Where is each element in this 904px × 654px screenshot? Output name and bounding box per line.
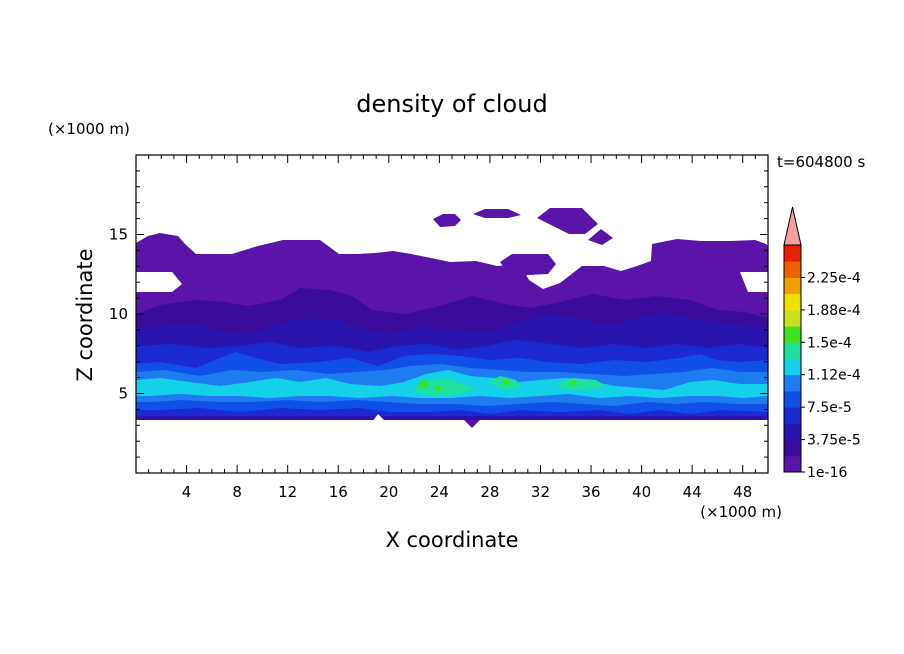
colorbar-swatch	[784, 309, 801, 327]
maximum-point-3	[503, 379, 509, 385]
y-axis: 5 10 15	[109, 170, 768, 458]
maximum-point-1	[420, 380, 428, 388]
heatmap-field	[136, 155, 768, 473]
x-unit-label: (×1000 m)	[700, 503, 782, 521]
x-tick-label: 8	[232, 483, 242, 501]
colorbar-swatch	[784, 326, 801, 343]
contour-level-8	[412, 378, 476, 396]
upper-cloud-4	[588, 229, 613, 245]
x-tick-label: 12	[278, 483, 297, 501]
y-unit-label: (×1000 m)	[48, 120, 130, 138]
x-tick-label: 40	[632, 483, 651, 501]
maximum-point-2	[435, 385, 441, 391]
colorbar-swatch	[784, 390, 801, 408]
colorbar-swatch	[784, 455, 801, 473]
upper-cloud-3	[537, 208, 598, 234]
x-tick-label: 48	[733, 483, 752, 501]
colorbar-swatch	[784, 423, 801, 441]
x-tick-label: 44	[683, 483, 702, 501]
y-tick-label: 5	[118, 385, 128, 403]
colorbar-swatch	[784, 407, 801, 424]
colorbar-swatch	[784, 439, 801, 457]
colorbar-swatch	[784, 277, 801, 295]
upper-cloud-2	[473, 209, 521, 218]
colorbar-label: 1.5e-4	[807, 335, 852, 351]
bottom-dip-2	[372, 414, 386, 422]
colorbar-swatch	[784, 374, 801, 392]
x-tick-label: 24	[430, 483, 449, 501]
colorbar-swatch	[784, 261, 801, 278]
colorbar-swatch	[784, 293, 801, 311]
contour-level-8c	[556, 378, 606, 390]
upper-cloud-1	[433, 214, 461, 227]
y-axis-title: Z coordinate	[73, 248, 97, 381]
x-tick-label: 32	[531, 483, 550, 501]
x-tick-label: 20	[379, 483, 398, 501]
colorbar-label: 1.88e-4	[807, 303, 861, 319]
colorbar-swatch	[784, 358, 801, 376]
x-axis-title: X coordinate	[385, 528, 518, 552]
colorbar: 2.25e-4 1.88e-4 1.5e-4 1.12e-4 7.5e-5 3.75e-5…	[783, 206, 861, 481]
maximum-point-4	[571, 380, 577, 386]
time-label: t=604800 s	[777, 153, 865, 171]
colorbar-label: 3.75e-5	[807, 433, 861, 449]
x-tick-label: 16	[329, 483, 348, 501]
x-tick-label: 36	[581, 483, 600, 501]
colorbar-overflow-arrow	[783, 206, 802, 246]
colorbar-label: 1.12e-4	[807, 368, 861, 384]
colorbar-label: 2.25e-4	[807, 270, 861, 286]
upper-cloud-5	[500, 254, 556, 276]
gap-right	[740, 272, 768, 292]
colorbar-label: 7.5e-5	[807, 400, 852, 416]
colorbar-swatch	[784, 342, 801, 359]
y-tick-label: 10	[109, 305, 128, 323]
colorbar-swatch	[784, 245, 801, 262]
colorbar-label: 1e-16	[807, 465, 847, 481]
x-axis: 4 8 12 16 20 24 28 32 36 40 44 48	[148, 155, 756, 501]
bottom-dip-1	[464, 420, 480, 428]
x-tick-label: 4	[182, 483, 192, 501]
y-tick-label: 15	[109, 226, 128, 244]
gap-left	[136, 272, 182, 292]
colorbar-frame	[783, 244, 802, 473]
chart-title: density of cloud	[356, 90, 547, 118]
x-tick-label: 28	[480, 483, 499, 501]
